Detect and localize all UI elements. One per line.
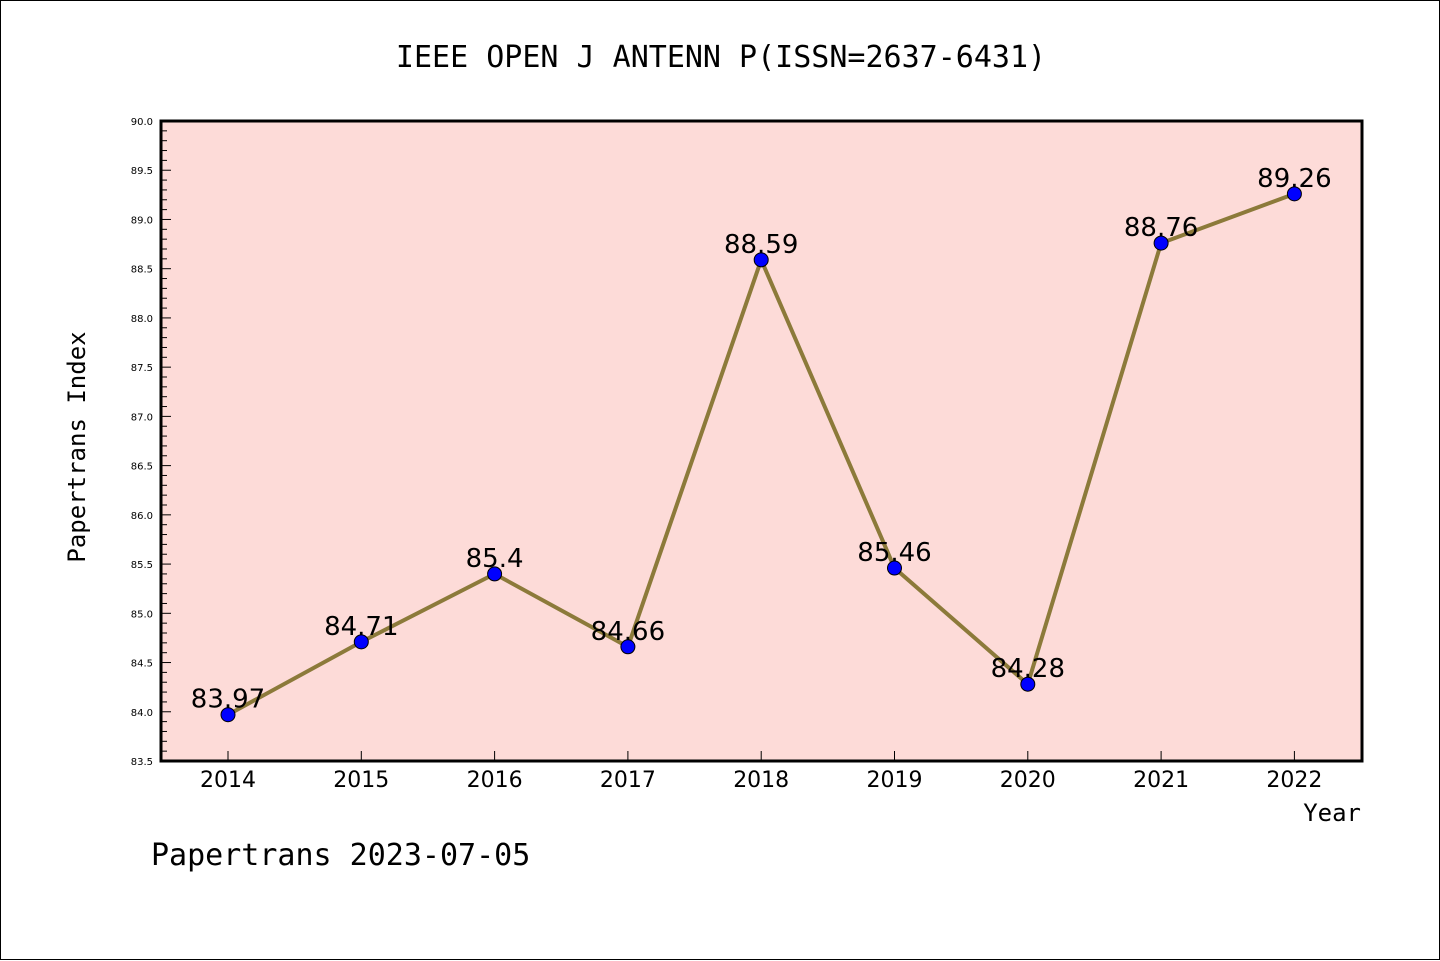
y-tick-label: 88.0 <box>131 314 153 325</box>
x-tick-label: 2014 <box>200 768 256 793</box>
y-tick-label: 84.0 <box>131 708 153 719</box>
data-point <box>487 566 503 582</box>
data-point <box>753 252 769 268</box>
x-tick-label: 2018 <box>733 768 789 793</box>
y-tick-label: 86.5 <box>131 462 153 473</box>
y-axis-ticks: 83.5 84.0 84.5 85.0 85.5 86.0 86.5 87.0 87.5 88.0… <box>131 117 171 768</box>
x-tick-label: 2015 <box>333 768 389 793</box>
x-axis-ticks: 2014 2015 2016 2017 2018 2019 2020 2021 2022 <box>200 751 1322 793</box>
y-tick-label: 84.5 <box>131 659 153 670</box>
plot-frame <box>159 119 1364 763</box>
y-tick-label: 87.5 <box>131 363 153 374</box>
y-axis-title: Papertrans Index <box>63 331 91 562</box>
y-tick-label: 89.0 <box>131 215 153 226</box>
y-tick-label: 86.0 <box>131 511 153 522</box>
data-label-group: 83.97 84.71 85.4 84.66 88.59 85.46 84.28 88.76 8… <box>191 164 1332 715</box>
marker-group <box>220 186 1302 723</box>
x-tick-label: 2017 <box>600 768 656 793</box>
y-tick-label: 88.5 <box>131 265 153 276</box>
x-tick-label: 2020 <box>1000 768 1056 793</box>
data-point <box>353 634 369 650</box>
data-label: 83.97 <box>191 685 265 715</box>
data-label: 85.4 <box>466 544 524 574</box>
data-point <box>1153 235 1169 251</box>
data-label: 84.66 <box>591 617 665 647</box>
y-tick-label: 85.5 <box>131 560 153 571</box>
data-point <box>620 639 636 655</box>
x-tick-label: 2022 <box>1266 768 1322 793</box>
y-tick-label: 85.0 <box>131 609 153 620</box>
data-label: 89.26 <box>1257 164 1331 194</box>
data-point <box>220 707 236 723</box>
data-label: 84.71 <box>324 612 398 642</box>
chart-title: IEEE OPEN J ANTENN P(ISSN=2637-6431) <box>396 40 1046 75</box>
plot-area <box>161 121 1362 761</box>
x-tick-label: 2021 <box>1133 768 1189 793</box>
data-label: 85.46 <box>857 538 931 568</box>
footer-date: Papertrans 2023-07-05 <box>151 838 530 873</box>
data-point <box>1020 676 1036 692</box>
data-label: 88.59 <box>724 230 798 260</box>
data-point <box>1286 186 1302 202</box>
x-tick-label: 2019 <box>867 768 923 793</box>
x-tick-label: 2016 <box>467 768 523 793</box>
y-tick-label: 83.5 <box>131 757 153 768</box>
y-tick-label: 90.0 <box>131 117 153 128</box>
y-tick-label: 87.0 <box>131 412 153 423</box>
data-point <box>887 560 902 576</box>
y-tick-label: 89.5 <box>131 166 153 177</box>
x-axis-title: Year <box>1303 799 1361 827</box>
data-label: 88.76 <box>1124 213 1198 243</box>
data-label: 84.28 <box>991 654 1065 684</box>
